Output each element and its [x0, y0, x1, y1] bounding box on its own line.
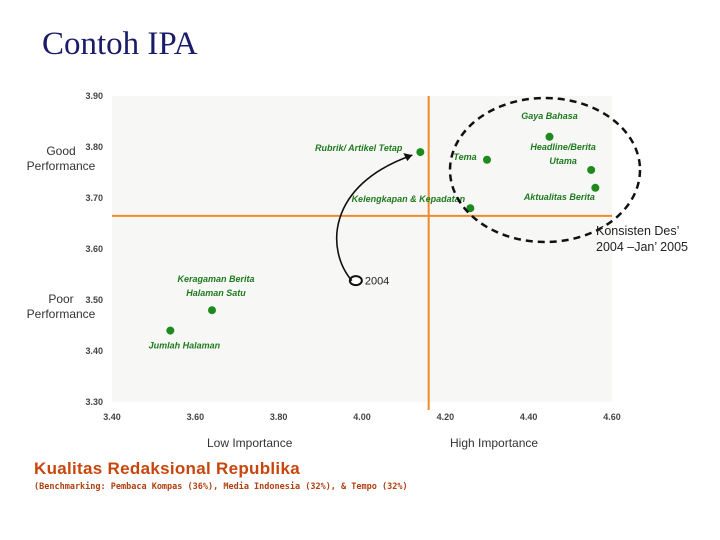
poor-performance-label: Poor Performance — [20, 292, 102, 322]
y-tick-label: 3.90 — [85, 91, 103, 101]
y-tick-label: 3.30 — [85, 397, 103, 407]
data-point — [416, 148, 425, 157]
high-importance-label: High Importance — [450, 436, 539, 450]
footer-subtitle: (Benchmarking: Pembaca Kompas (36%), Med… — [34, 482, 408, 492]
slide-title: Contoh IPA — [42, 26, 198, 62]
y-tick-label: 3.80 — [85, 142, 103, 152]
data-point — [466, 204, 475, 213]
annotation-2004-label: 2004 — [365, 276, 389, 288]
x-tick-label: 3.40 — [103, 412, 121, 422]
data-point — [587, 165, 596, 174]
footer-title: Kualitas Redaksional Republika — [34, 459, 300, 478]
data-point — [545, 132, 554, 141]
trend-arrow-head — [403, 153, 413, 162]
y-tick-label: 3.50 — [85, 295, 103, 305]
annotation-2004-marker — [348, 275, 363, 287]
data-point-label: Keragaman Berita — [177, 274, 254, 284]
data-point-label: Headline/Berita — [530, 142, 596, 152]
x-tick-label: 3.80 — [270, 412, 288, 422]
x-tick-label: 4.20 — [437, 412, 455, 422]
data-point-label: Gaya Bahasa — [521, 111, 578, 121]
highlight-ellipse — [448, 96, 642, 244]
data-point-label: Aktualitas Berita — [523, 192, 595, 202]
data-point — [483, 155, 491, 164]
data-point — [591, 183, 600, 192]
trend-arrow — [335, 154, 413, 282]
data-point — [208, 306, 216, 315]
consistency-callout: Konsisten Des’ 2004 –Jan’ 2005 — [596, 223, 688, 255]
data-point-label: Jumlah Halaman — [149, 341, 221, 351]
y-tick-label: 3.60 — [85, 244, 103, 254]
good-performance-label: Good Performance — [20, 144, 102, 174]
x-tick-label: 4.40 — [520, 412, 538, 422]
data-point-label: Utama — [549, 156, 577, 166]
data-point — [166, 326, 175, 335]
x-tick-label: 4.00 — [353, 412, 371, 422]
x-tick-label: 4.60 — [603, 412, 621, 422]
good-performance-text: Good Performance — [26, 144, 96, 173]
low-importance-label: Low Importance — [207, 436, 293, 450]
consistency-callout-text: Konsisten Des’ 2004 –Jan’ 2005 — [596, 224, 688, 254]
data-point-label: Tema — [453, 152, 476, 162]
x-tick-label: 3.60 — [187, 412, 205, 422]
poor-performance-text: Poor Performance — [26, 292, 96, 321]
data-point-label: Rubrik/ Artikel Tetap — [315, 143, 403, 153]
data-point-label: Halaman Satu — [186, 288, 246, 298]
data-point-label: Kelengkapan & Kepadatan — [352, 194, 466, 204]
y-tick-label: 3.70 — [85, 193, 103, 203]
plot-area — [112, 96, 612, 402]
y-tick-label: 3.40 — [85, 346, 103, 356]
